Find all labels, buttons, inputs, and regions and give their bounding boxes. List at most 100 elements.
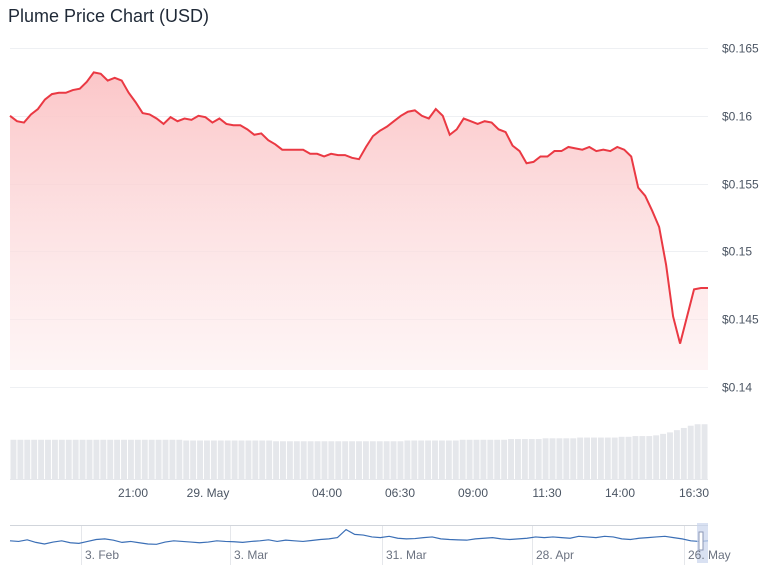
- volume-bar: [245, 440, 252, 479]
- volume-bar: [197, 440, 203, 479]
- volume-bar: [570, 438, 577, 479]
- volume-bars: [10, 424, 708, 479]
- volume-bar: [300, 441, 307, 479]
- volume-bar: [121, 439, 127, 479]
- volume-bar: [528, 439, 535, 479]
- volume-bar: [286, 441, 293, 479]
- navigator-tick-label: 3. Mar: [234, 548, 268, 562]
- navigator-tick-label: 3. Feb: [85, 548, 119, 562]
- volume-bar: [321, 441, 328, 479]
- volume-bar: [411, 440, 418, 479]
- volume-bar: [362, 441, 369, 479]
- volume-bar: [24, 439, 31, 479]
- volume-bar: [438, 440, 445, 479]
- x-axis-labels: 21:00 29. May 04:00 06:30 09:00 11:30 14:00 16:…: [118, 486, 709, 500]
- volume-bar: [204, 440, 210, 479]
- volume-bar: [577, 437, 584, 479]
- x-tick-label: 14:00: [605, 486, 635, 500]
- volume-bar: [58, 439, 65, 479]
- volume-bar: [107, 439, 114, 479]
- volume-bar: [480, 439, 487, 479]
- navigator-axis-labels: 3. Feb 3. Mar 31. Mar 28. Apr 26. May: [85, 548, 731, 562]
- volume-bar: [452, 440, 459, 479]
- volume-bar: [148, 439, 155, 479]
- volume-bar: [563, 438, 570, 479]
- volume-bar: [169, 439, 176, 479]
- volume-bar: [597, 437, 604, 479]
- volume-bar: [307, 441, 314, 479]
- volume-bar: [445, 440, 452, 479]
- volume-bar: [584, 437, 591, 479]
- volume-bar: [625, 436, 632, 479]
- volume-bar: [501, 439, 508, 479]
- price-area: [10, 72, 708, 370]
- volume-bar: [141, 439, 148, 479]
- volume-bar: [224, 440, 231, 479]
- volume-bar: [687, 425, 694, 479]
- y-tick-label: $0.14: [722, 381, 752, 395]
- volume-bar: [694, 424, 701, 479]
- navigator-tick-label: 28. Apr: [536, 548, 574, 562]
- volume-bar: [231, 440, 238, 479]
- volume-bar: [10, 439, 17, 479]
- volume-bar: [335, 441, 342, 479]
- x-tick-label: 29. May: [187, 486, 230, 500]
- volume-bar: [667, 432, 673, 479]
- volume-bar: [238, 440, 245, 479]
- y-tick-label: $0.15: [722, 245, 752, 259]
- range-navigator[interactable]: 3. Feb 3. Mar 31. Mar 28. Apr 26. May: [9, 523, 731, 565]
- volume-bar: [17, 439, 24, 479]
- volume-bar: [487, 439, 494, 479]
- y-tick-label: $0.145: [722, 313, 759, 327]
- volume-bar: [604, 437, 611, 479]
- volume-bar: [45, 439, 51, 479]
- y-tick-label: $0.155: [722, 178, 759, 192]
- volume-bar: [425, 440, 432, 479]
- volume-bar: [701, 424, 708, 479]
- volume-bar: [611, 437, 618, 479]
- volume-bar: [466, 439, 473, 479]
- volume-bar: [183, 440, 190, 479]
- volume-bar: [632, 436, 639, 479]
- volume-bar: [376, 441, 383, 479]
- volume-bar: [521, 439, 528, 479]
- volume-bar: [51, 439, 58, 479]
- price-line: [9, 71, 708, 344]
- volume-bar: [680, 427, 687, 479]
- volume-bar: [383, 441, 390, 479]
- volume-bar: [328, 441, 335, 479]
- chart-title: Plume Price Chart (USD): [8, 6, 210, 26]
- volume-bar: [390, 441, 397, 479]
- volume-bar: [494, 439, 501, 479]
- volume-bar: [217, 440, 224, 479]
- volume-bar: [100, 439, 107, 479]
- x-tick-label: 16:30: [679, 486, 709, 500]
- volume-bar: [162, 439, 169, 479]
- volume-bar: [65, 439, 72, 479]
- volume-bar: [618, 436, 625, 479]
- volume-bar: [190, 440, 197, 479]
- x-tick-label: 11:30: [532, 486, 561, 500]
- volume-bar: [252, 440, 259, 479]
- volume-bar: [542, 438, 549, 479]
- volume-bar: [591, 437, 597, 479]
- volume-bar: [86, 439, 93, 479]
- volume-bar: [660, 433, 667, 479]
- volume-bar: [432, 440, 438, 479]
- volume-bar: [369, 441, 376, 479]
- volume-bar: [127, 439, 134, 479]
- volume-bar: [418, 440, 425, 479]
- volume-bar: [356, 441, 362, 479]
- volume-bar: [266, 440, 273, 479]
- volume-bar: [508, 439, 514, 479]
- navigator-grid: [81, 526, 685, 565]
- navigator-handle[interactable]: [698, 531, 704, 551]
- x-tick-label: 09:00: [458, 486, 488, 500]
- volume-bar: [280, 441, 286, 479]
- navigator-tick-label: 26. May: [688, 548, 731, 562]
- volume-bar: [93, 439, 100, 479]
- volume-bar: [155, 439, 162, 479]
- volume-bar: [349, 441, 356, 479]
- navigator-tick-label: 31. Mar: [386, 548, 427, 562]
- volume-bar: [38, 439, 45, 479]
